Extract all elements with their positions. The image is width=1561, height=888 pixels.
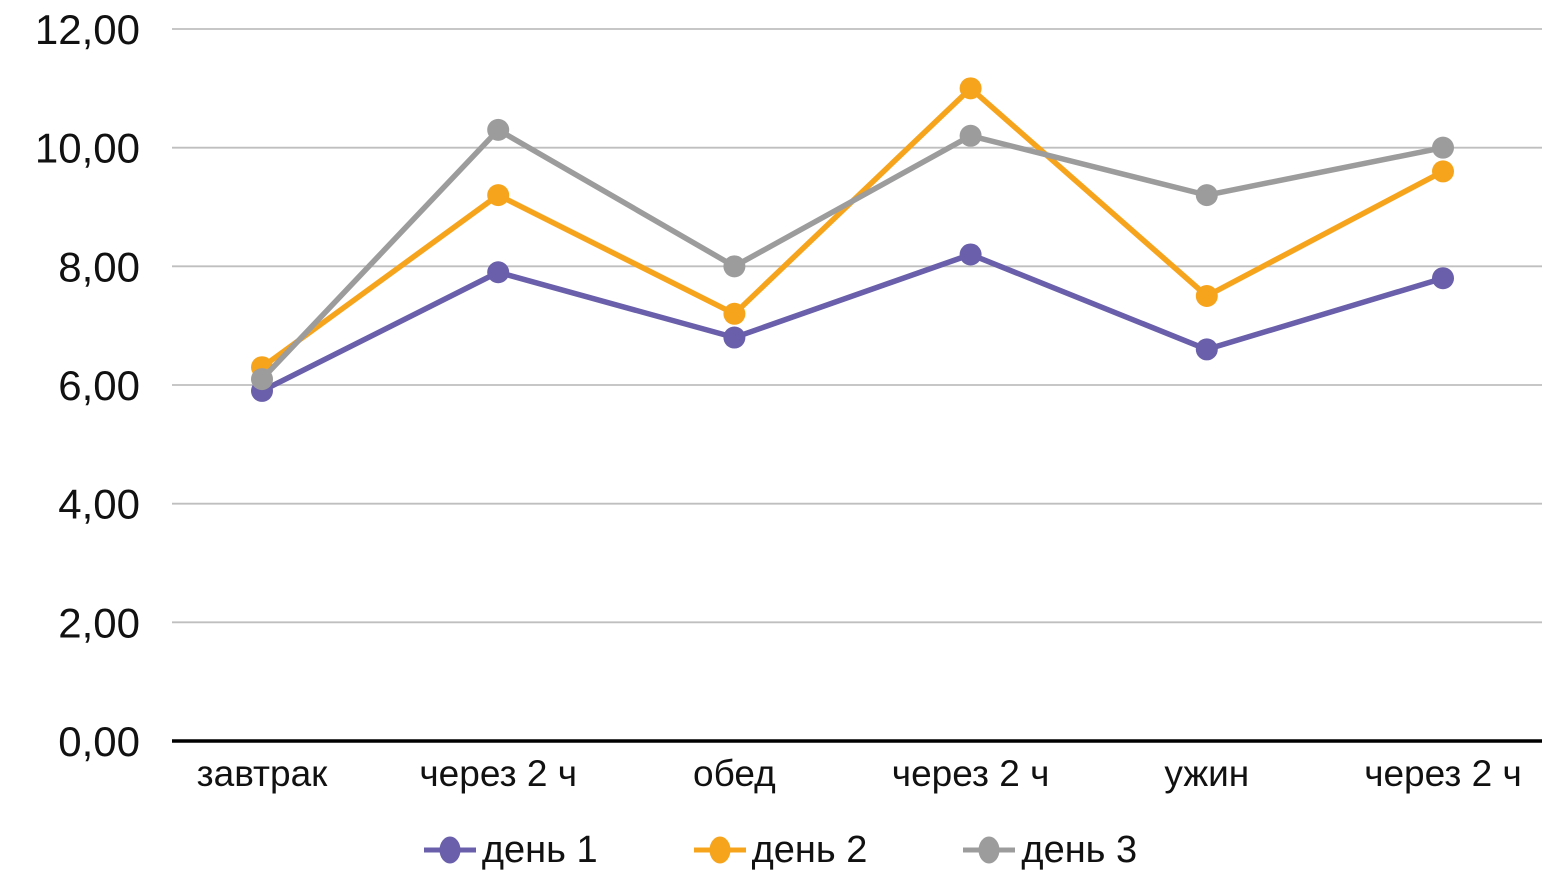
data-point-s3-c5: [1195, 184, 1218, 207]
series-line-3: [259, 127, 1446, 382]
series-line-2: [259, 85, 1446, 370]
data-point-s2-c4: [959, 77, 982, 100]
legend-line-marker-icon: [693, 836, 746, 864]
y-tick-label: 0,00: [58, 718, 140, 765]
y-tick-label: 4,00: [58, 481, 140, 528]
y-tick-label: 8,00: [58, 243, 140, 290]
y-tick-label: 10,00: [35, 125, 140, 172]
x-axis-label: через 2 ч: [892, 753, 1050, 794]
legend-item-1: день 1: [423, 828, 598, 872]
series-line-1: [259, 251, 1446, 394]
x-axis-label: завтрак: [197, 753, 328, 794]
data-point-s1-c4: [959, 243, 982, 266]
y-tick-label: 6,00: [58, 362, 140, 409]
y-tick-label: 2,00: [58, 599, 140, 646]
chart-canvas: 0,00 2,00 4,00 6,00 8,00 10,00 12,00 завтрак чер…: [35, 6, 1542, 794]
data-point-s2-c2: [487, 184, 510, 207]
legend-label: день 3: [1021, 828, 1138, 871]
x-axis-label: ужин: [1164, 753, 1249, 794]
data-point-s2-c3: [723, 302, 746, 325]
data-point-s3-c6: [1432, 136, 1454, 159]
data-point-s3-c4: [959, 124, 982, 147]
data-point-s3-c1: [251, 368, 273, 391]
legend-label: день 2: [751, 828, 868, 871]
x-axis-label: через 2 ч: [419, 753, 577, 794]
data-point-s1-c2: [487, 261, 510, 284]
data-point-s1-c3: [723, 326, 746, 349]
legend-item-3: день 3: [963, 829, 1137, 872]
data-point-s3-c3: [723, 255, 746, 278]
legend-line-marker-icon: [963, 836, 1016, 864]
x-axis-label: через 2 ч: [1364, 753, 1522, 794]
data-point-s3-c2: [487, 118, 510, 141]
data-point-s1-c6: [1432, 267, 1454, 290]
data-point-s2-c5: [1195, 285, 1218, 308]
legend-item-2: день 2: [693, 828, 868, 872]
data-point-s1-c5: [1195, 338, 1218, 361]
data-point-s2-c6: [1432, 160, 1454, 183]
legend-line-marker-icon: [423, 836, 476, 864]
x-axis-label: обед: [693, 753, 776, 794]
chart-legend: день 1 день 2 день 3: [0, 820, 1561, 880]
y-tick-label: 12,00: [35, 6, 140, 53]
legend-label: день 1: [481, 828, 598, 871]
